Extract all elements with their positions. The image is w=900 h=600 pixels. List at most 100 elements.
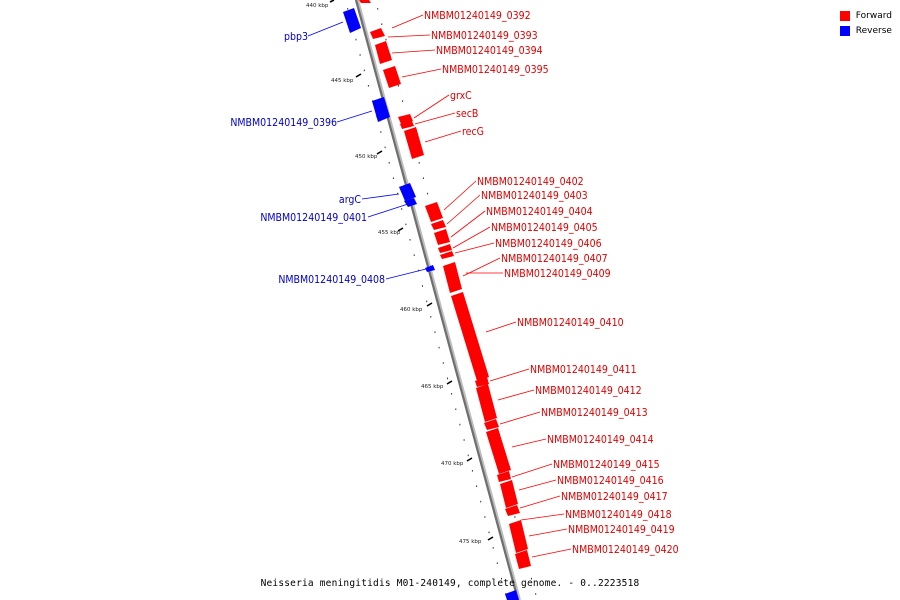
gene-label[interactable]: NMBM01240149_0408: [278, 274, 385, 286]
gene-label[interactable]: NMBM01240149_0403: [481, 190, 588, 202]
gene-block-forward: [484, 419, 499, 430]
map-caption: Neisseria meningitidis M01-240149, compl…: [260, 578, 640, 589]
forward-gene-labels: NMBM01240149_0392 NMBM01240149_0393 NMBM…: [424, 10, 679, 556]
legend-item-forward: Forward: [839, 8, 892, 23]
gene-block-reverse: [425, 265, 435, 272]
gene-block-forward: [443, 262, 462, 293]
gene-label[interactable]: NMBM01240149_0419: [568, 524, 675, 536]
leader-line: [519, 495, 561, 509]
minor-tick-dot: [492, 547, 494, 549]
tick-mark: [466, 457, 473, 462]
minor-tick-dot: [377, 8, 379, 10]
gene-block-forward: [515, 550, 531, 569]
gene-block-forward: [400, 121, 414, 129]
gene-label[interactable]: NMBM01240149_0395: [442, 64, 549, 76]
gene-label[interactable]: NMBM01240149_0418: [565, 509, 672, 521]
gene-label[interactable]: NMBM01240149_0396: [230, 117, 337, 129]
leader-line: [336, 110, 373, 123]
tick-mark: [376, 150, 383, 155]
gene-label[interactable]: NMBM01240149_0411: [530, 364, 637, 376]
gene-label[interactable]: argC: [339, 194, 361, 206]
gene-block-forward: [486, 428, 511, 474]
gene-label[interactable]: NMBM01240149_0392: [424, 10, 531, 22]
gene-label[interactable]: pbp3: [284, 31, 308, 43]
gene-label[interactable]: NMBM01240149_0415: [553, 459, 660, 471]
leader-line: [531, 548, 572, 558]
reverse-leader-lines: [307, 21, 427, 280]
minor-tick-dot: [392, 177, 394, 179]
leader-line: [497, 389, 535, 401]
minor-tick-dot: [380, 131, 382, 133]
gene-label[interactable]: NMBM01240149_0413: [541, 407, 648, 419]
forward-leader-lines: [387, 14, 572, 558]
minor-tick-dot: [427, 192, 429, 195]
minor-tick-dot: [367, 85, 369, 87]
gene-block-forward: [438, 244, 452, 253]
gene-label[interactable]: NMBM01240149_0404: [486, 206, 593, 218]
leader-line: [499, 411, 541, 425]
gene-label[interactable]: NMBM01240149_0410: [517, 317, 624, 329]
leader-line: [454, 242, 495, 254]
gene-label[interactable]: NMBM01240149_0394: [436, 45, 543, 57]
tick-label: 445 kbp: [331, 78, 354, 84]
gene-block-forward: [425, 202, 443, 222]
tick-mark: [426, 302, 433, 307]
gene-label[interactable]: NMBM01240149_0420: [572, 544, 679, 556]
gene-label[interactable]: grxC: [450, 90, 472, 102]
genome-backbone: [354, 0, 520, 600]
gene-label[interactable]: secB: [456, 108, 478, 120]
minor-tick-dot: [422, 177, 424, 179]
leader-line: [387, 34, 431, 38]
leader-line: [401, 68, 442, 78]
minor-tick-dot: [409, 239, 411, 241]
leader-line: [489, 368, 530, 382]
tick-label: 440 kbp: [306, 3, 329, 9]
gene-block-forward: [431, 220, 446, 230]
gene-block-forward: [370, 28, 385, 39]
gene-label[interactable]: NMBM01240149_0393: [431, 30, 538, 42]
leader-line: [520, 513, 565, 521]
gene-label[interactable]: NMBM01240149_0405: [491, 222, 598, 234]
gene-label[interactable]: NMBM01240149_0412: [535, 385, 642, 397]
gene-block-forward: [509, 520, 528, 553]
leader-line: [443, 180, 477, 211]
minor-tick-dot: [442, 362, 444, 364]
leader-line: [414, 112, 456, 125]
tick-marks: [329, 0, 494, 541]
tick-label: 470 kbp: [441, 461, 464, 467]
minor-tick-dot: [535, 593, 537, 595]
minor-tick-dot: [402, 100, 404, 102]
gene-label[interactable]: NMBM01240149_0401: [260, 212, 367, 224]
leader-line: [385, 268, 427, 280]
gene-label[interactable]: NMBM01240149_0402: [477, 176, 584, 188]
gene-block-forward: [404, 127, 424, 159]
gene-label[interactable]: NMBM01240149_0416: [557, 475, 664, 487]
gene-block-forward: [505, 505, 520, 516]
minor-tick-dot: [397, 192, 399, 195]
minor-tick-dot: [447, 377, 448, 380]
gene-block-forward: [451, 292, 489, 381]
minor-tick-dot: [480, 500, 482, 503]
gene-block-forward: [497, 471, 511, 482]
gene-label[interactable]: recG: [462, 126, 484, 138]
minor-tick-dot: [496, 562, 498, 564]
gene-block-reverse: [505, 590, 519, 600]
gene-label[interactable]: NMBM01240149_0417: [561, 491, 668, 503]
minor-tick-dot: [488, 531, 490, 534]
minor-tick-dot: [438, 346, 440, 349]
gene-label[interactable]: NMBM01240149_0406: [495, 238, 602, 250]
leader-line: [450, 210, 486, 238]
gene-label[interactable]: NMBM01240149_0414: [547, 434, 654, 446]
leader-line: [518, 479, 557, 491]
leader-line: [391, 49, 436, 54]
leader-line: [361, 193, 400, 200]
gene-block-forward: [434, 229, 450, 245]
gene-label[interactable]: NMBM01240149_0409: [504, 268, 611, 280]
gene-label[interactable]: NMBM01240149_0407: [501, 253, 608, 265]
reverse-swatch: [839, 25, 850, 36]
leader-line: [452, 226, 491, 249]
gene-block-forward: [398, 114, 413, 124]
minor-tick-dot: [363, 69, 365, 72]
tick-label: 450 kbp: [355, 154, 378, 160]
gene-block-forward: [475, 377, 489, 387]
